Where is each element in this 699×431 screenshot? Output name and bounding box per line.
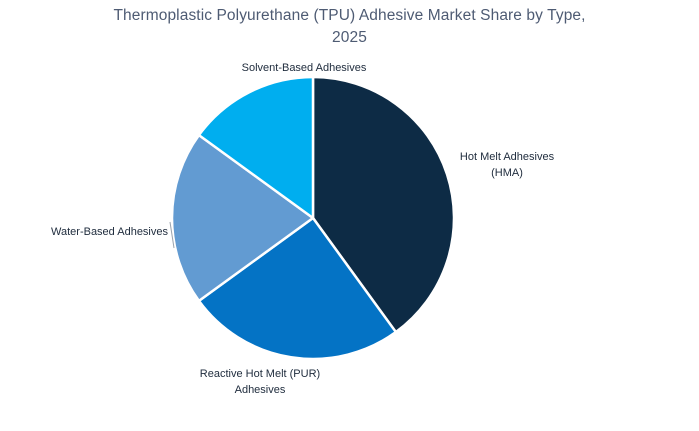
pie-slice-solvent-based-adhesives <box>197 75 315 220</box>
slice-label-reactive-hot-melt-adhesives: Reactive Hot Melt (PUR) Adhesives <box>110 366 410 398</box>
pie-slice-water-based-adhesives <box>170 133 315 303</box>
slice-label-text-line-2: (HMA) <box>491 167 523 179</box>
slice-label-text-line-2: Adhesives <box>234 384 286 396</box>
slice-label-hot-melt-adhesives: Hot Melt Adhesives (HMA) <box>407 149 607 181</box>
water-label-leader-line <box>169 221 175 249</box>
slice-label-text: Water-Based Adhesives <box>51 226 168 238</box>
slice-label-text-line-1: Reactive Hot Melt (PUR) <box>199 368 321 380</box>
slice-label-text: Solvent-Based Adhesives <box>241 62 367 74</box>
chart-title-line-1: Thermoplastic Polyurethane (TPU) Adhesiv… <box>113 7 586 24</box>
pie-slice-reactive-hot-melt-pur-adhesives <box>197 216 398 361</box>
pie-slice-hot-melt-adhesives-hma <box>311 75 456 334</box>
slice-label-text-line-1: Hot Melt Adhesives <box>459 151 555 163</box>
slice-label-water-based-adhesives: Water-Based Adhesives <box>0 226 168 239</box>
slice-label-solvent-based-adhesives: Solvent-Based Adhesives <box>154 60 454 76</box>
chart-title-line-2: 2025 <box>332 29 367 46</box>
chart-title: Thermoplastic Polyurethane (TPU) Adhesiv… <box>0 5 699 49</box>
